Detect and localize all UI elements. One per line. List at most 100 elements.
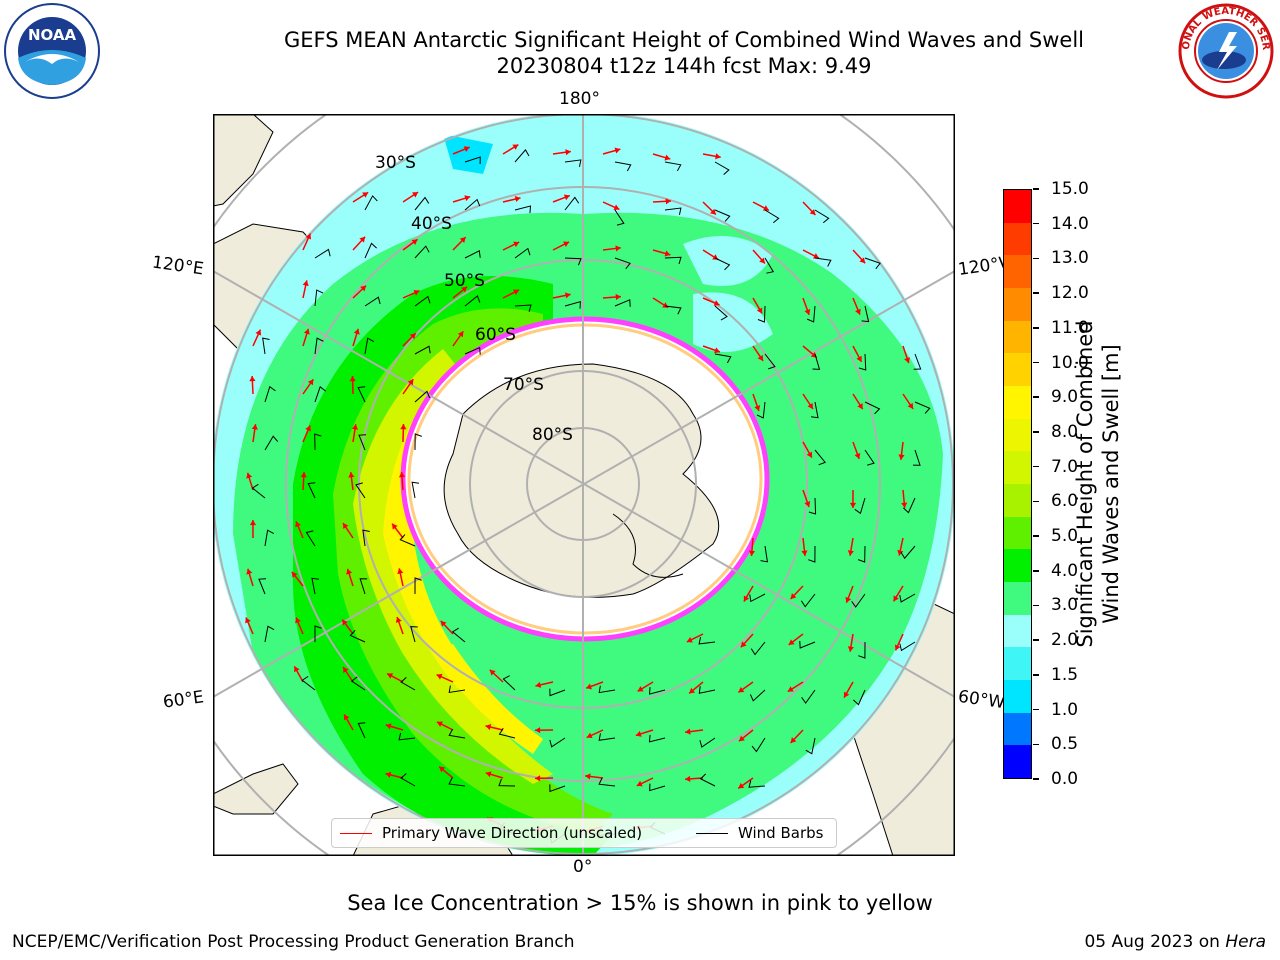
wave-arrow-head bbox=[636, 780, 643, 787]
wave-arrow-head bbox=[813, 253, 820, 259]
wind-barb bbox=[314, 625, 322, 643]
wave-arrow-head bbox=[904, 357, 911, 364]
wind-barb bbox=[808, 497, 817, 515]
wave-arrow-head bbox=[859, 257, 866, 264]
wind-barb bbox=[400, 773, 416, 787]
wave-arrow-head bbox=[686, 636, 693, 643]
wind-barb bbox=[314, 289, 324, 307]
wave-arrow-head bbox=[565, 149, 571, 156]
wind-barb bbox=[714, 305, 728, 321]
wind-barb bbox=[899, 593, 916, 603]
legend-wind-item: Wind Barbs bbox=[696, 824, 823, 842]
wind-barb bbox=[355, 482, 366, 499]
wave-arrow-head bbox=[893, 595, 899, 602]
wave-arrow-head bbox=[564, 292, 571, 299]
wave-arrow-head bbox=[586, 683, 592, 690]
wind-barb bbox=[903, 497, 916, 514]
colorbar-tick-label: 14.0 bbox=[1033, 214, 1089, 234]
wave-arrow-head bbox=[535, 727, 541, 734]
wind-barb bbox=[698, 636, 716, 645]
lat-label-40: 40°S bbox=[411, 214, 452, 234]
colorbar-tick-label: 4.0 bbox=[1033, 561, 1078, 581]
wave-arrow-head bbox=[385, 723, 392, 730]
wind-barb bbox=[864, 401, 881, 415]
chart-subtitle: 20230804 t12z 144h fcst Max: 9.49 bbox=[496, 54, 872, 78]
wave-arrow-head bbox=[400, 424, 407, 430]
wave-arrow-head bbox=[346, 568, 353, 575]
wave-arrow-head bbox=[295, 617, 301, 624]
footer-date-text: 05 Aug 2023 on bbox=[1084, 932, 1226, 952]
wave-arrow-head bbox=[714, 347, 720, 354]
wind-barb bbox=[451, 627, 466, 643]
wind-barb bbox=[756, 401, 766, 419]
wave-arrow-head bbox=[713, 300, 720, 306]
wind-barb bbox=[699, 737, 716, 748]
colorbar-segment bbox=[1004, 516, 1031, 550]
wind-barb bbox=[748, 780, 766, 788]
wave-arrow-head bbox=[351, 424, 359, 430]
wave-arrow-head bbox=[535, 775, 541, 782]
wave-arrow-head bbox=[615, 293, 621, 301]
colorbar-segment bbox=[1004, 320, 1031, 354]
wave-arrow-head bbox=[439, 766, 446, 773]
wave-arrow-head bbox=[615, 245, 621, 252]
wave-arrow-head bbox=[614, 147, 621, 154]
wind-barb bbox=[858, 353, 867, 371]
wave-arrow-head bbox=[398, 472, 406, 478]
wave-arrow-head bbox=[348, 472, 355, 478]
colorbar-tick-label: 11.0 bbox=[1033, 318, 1089, 338]
wave-arrow-head bbox=[637, 686, 644, 692]
wave-arrow-head bbox=[685, 775, 691, 783]
footer-branch: NCEP/EMC/Verification Post Processing Pr… bbox=[12, 932, 575, 952]
wind-barb bbox=[264, 529, 275, 547]
wind-barb bbox=[913, 353, 922, 370]
wave-arrow-head bbox=[907, 402, 914, 409]
wave-arrow-head bbox=[303, 328, 310, 335]
colorbar-label: Significant Height of Combined Wind Wave… bbox=[1072, 304, 1124, 664]
wind-barb bbox=[614, 257, 631, 270]
wave-arrow-head bbox=[245, 617, 251, 624]
colorbar-label-line2: Wind Waves and Swell [m] bbox=[1099, 344, 1123, 624]
wind-barb bbox=[801, 689, 816, 704]
wind-barb bbox=[749, 593, 766, 603]
wave-arrow-head bbox=[513, 289, 520, 295]
wave-arrow-head bbox=[809, 209, 816, 216]
wind-barb bbox=[749, 689, 766, 702]
wave-arrow-head bbox=[463, 146, 470, 152]
wind-barb bbox=[358, 434, 367, 451]
colorbar bbox=[1003, 189, 1032, 779]
wave-arrow-head bbox=[563, 241, 570, 247]
wind-barb bbox=[913, 449, 921, 466]
colorbar-segment bbox=[1004, 745, 1031, 778]
wind-barb bbox=[698, 686, 716, 694]
wind-barb bbox=[614, 299, 631, 307]
colorbar-segment bbox=[1004, 255, 1031, 288]
wind-barb bbox=[301, 675, 316, 691]
colorbar-tick-label: 3.0 bbox=[1033, 595, 1078, 615]
wind-barb bbox=[311, 577, 319, 595]
wind-barb bbox=[805, 737, 816, 755]
wave-arrow-head bbox=[857, 403, 863, 410]
nws-logo: NATIONAL WEATHER SERVICE bbox=[1177, 2, 1274, 99]
wind-barb bbox=[448, 777, 466, 787]
wave-arrow-head bbox=[342, 619, 348, 626]
colorbar-segment bbox=[1004, 222, 1031, 256]
wave-arrow-head bbox=[762, 205, 769, 211]
wave-arrow-head bbox=[360, 285, 367, 292]
wind-barb bbox=[364, 337, 375, 355]
wave-arrow-head bbox=[790, 593, 797, 600]
wind-barb bbox=[357, 722, 366, 739]
lat-label-70: 70°S bbox=[503, 375, 544, 395]
wind-barb bbox=[598, 777, 616, 787]
wave-arrow-head bbox=[249, 520, 257, 526]
wave-arrow-head bbox=[894, 644, 901, 651]
wave-arrow-head bbox=[710, 208, 716, 215]
lon-label-60w: 60°W bbox=[956, 686, 1007, 714]
wave-arrow-head bbox=[436, 721, 443, 727]
wave-arrow-head bbox=[342, 523, 349, 530]
wind-barb bbox=[264, 625, 275, 643]
wind-barb bbox=[350, 676, 366, 691]
wind-barb bbox=[514, 304, 532, 312]
wind-barb bbox=[810, 401, 819, 419]
wind-barb bbox=[464, 250, 481, 259]
